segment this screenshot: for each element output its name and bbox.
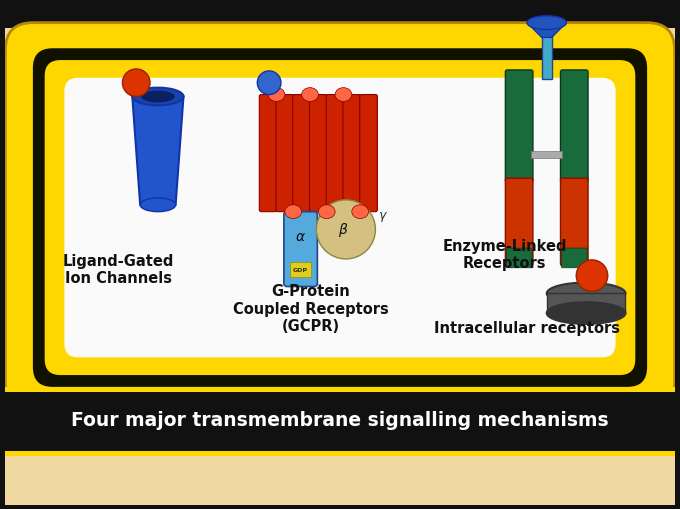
Text: Intracellular receptors: Intracellular receptors [434,321,620,335]
FancyBboxPatch shape [507,248,532,268]
Bar [290,262,311,277]
Ellipse shape [268,89,285,102]
Text: G-Protein
Coupled Receptors
(GCPR): G-Protein Coupled Receptors (GCPR) [233,284,388,333]
Ellipse shape [302,89,318,102]
Text: γ: γ [377,209,385,222]
FancyBboxPatch shape [560,71,588,183]
Bar [5,456,675,505]
Circle shape [122,70,150,97]
Bar [5,387,675,451]
Text: Ligand-Gated
Ion Channels: Ligand-Gated Ion Channels [63,253,174,286]
Ellipse shape [335,89,352,102]
Circle shape [576,261,608,292]
Polygon shape [527,23,566,38]
FancyBboxPatch shape [562,248,587,268]
Ellipse shape [140,199,175,212]
Text: Four major transmembrane signalling mechanisms: Four major transmembrane signalling mech… [71,410,609,429]
Ellipse shape [318,205,335,219]
Bar [5,387,675,392]
Ellipse shape [285,205,302,219]
FancyBboxPatch shape [284,212,318,287]
FancyBboxPatch shape [5,23,675,413]
Bar [5,412,675,471]
FancyBboxPatch shape [343,95,360,212]
Ellipse shape [141,92,175,103]
Ellipse shape [547,283,626,304]
Text: α: α [296,230,305,244]
FancyBboxPatch shape [293,95,311,212]
Bar [5,29,675,412]
Ellipse shape [133,89,184,106]
FancyBboxPatch shape [259,95,277,212]
Text: β: β [339,223,347,237]
Circle shape [316,201,375,260]
FancyBboxPatch shape [45,61,635,375]
FancyBboxPatch shape [326,95,344,212]
FancyBboxPatch shape [505,179,533,266]
FancyBboxPatch shape [560,179,588,266]
FancyBboxPatch shape [360,95,377,212]
Bar [531,151,562,158]
FancyBboxPatch shape [33,49,647,387]
Circle shape [257,72,281,95]
Bar [547,294,626,314]
FancyBboxPatch shape [309,95,327,212]
FancyBboxPatch shape [65,79,615,358]
Text: Enzyme-Linked
Receptors: Enzyme-Linked Receptors [442,238,566,271]
Bar [5,451,675,456]
Text: GDP: GDP [293,268,308,273]
Polygon shape [133,97,184,205]
FancyBboxPatch shape [505,71,533,183]
FancyBboxPatch shape [276,95,294,212]
Ellipse shape [547,303,626,324]
Ellipse shape [527,17,566,31]
Bar [542,19,551,79]
Ellipse shape [352,205,369,219]
